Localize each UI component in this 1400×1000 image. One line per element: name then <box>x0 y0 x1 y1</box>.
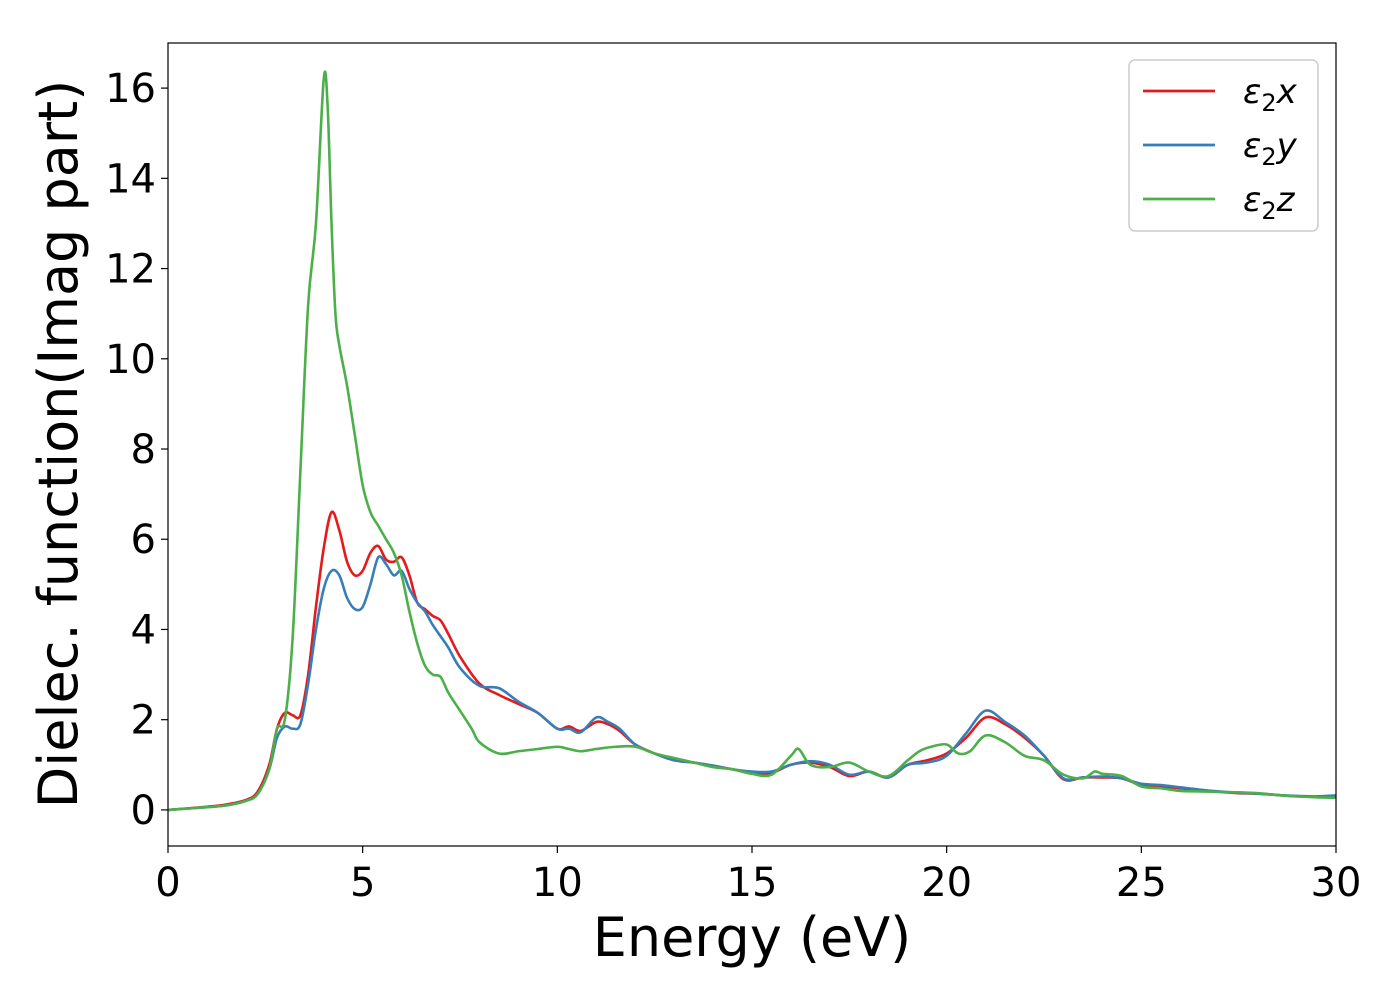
x-tick-label: 5 <box>350 860 375 906</box>
x-axis-label: Energy (eV) <box>593 906 912 969</box>
series-line-z <box>168 70 1336 812</box>
x-tick-label: 15 <box>727 860 778 906</box>
legend-label-y: ε2y <box>1243 126 1298 171</box>
x-tick-label: 30 <box>1311 860 1362 906</box>
y-tick-label: 8 <box>131 427 156 473</box>
y-tick-label: 12 <box>105 247 156 293</box>
y-tick-label: 6 <box>131 517 156 563</box>
y-axis: 0 2 4 6 8 10 12 14 16 <box>105 66 168 834</box>
x-tick-label: 20 <box>921 860 972 906</box>
legend: ε2x ε2y ε2z <box>1128 59 1319 232</box>
y-tick-label: 10 <box>105 337 156 383</box>
x-axis: 0 5 10 15 20 25 30 <box>155 846 1361 906</box>
y-tick-label: 0 <box>131 788 156 834</box>
series-layer <box>168 70 1336 812</box>
x-tick-label: 0 <box>155 860 180 906</box>
legend-label-z: ε2z <box>1243 180 1296 225</box>
legend-label-x: ε2x <box>1243 72 1298 117</box>
x-tick-label: 25 <box>1116 860 1167 906</box>
legend-box <box>1128 59 1319 232</box>
y-tick-label: 16 <box>105 66 156 112</box>
y-tick-label: 2 <box>131 698 156 744</box>
y-axis-label: Dielec. function(Imag part) <box>27 80 90 809</box>
y-tick-label: 14 <box>105 156 156 202</box>
x-tick-label: 10 <box>532 860 583 906</box>
y-tick-label: 4 <box>131 607 156 653</box>
